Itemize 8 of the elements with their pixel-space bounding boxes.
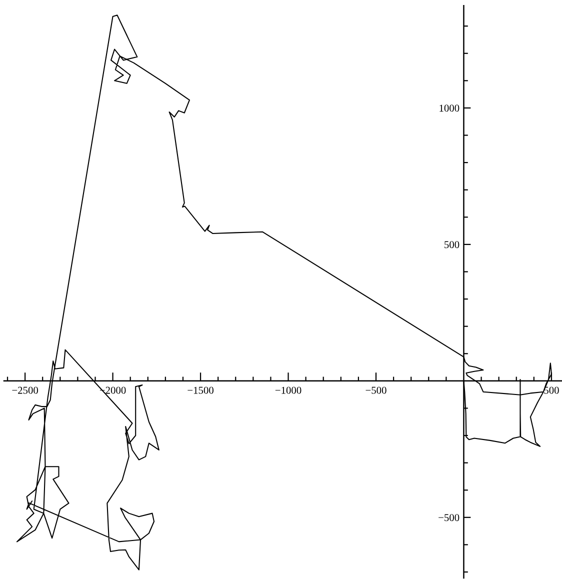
x-tick-label: −1000 (275, 386, 302, 394)
x-tick-label: −2500 (12, 386, 38, 394)
x-tick-label: 500 (544, 386, 559, 394)
x-tick-label: −1500 (188, 386, 214, 394)
y-tick-label: 1000 (440, 104, 460, 112)
y-tick-label: −500 (438, 514, 460, 522)
x-tick-label: −500 (366, 386, 386, 394)
y-tick-label: 500 (444, 241, 460, 248)
